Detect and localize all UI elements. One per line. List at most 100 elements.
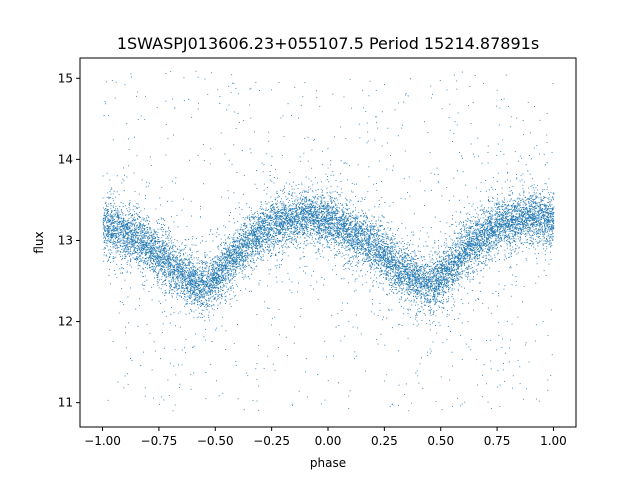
data-point bbox=[112, 220, 113, 222]
data-point bbox=[442, 275, 444, 277]
data-point bbox=[272, 234, 274, 236]
data-point bbox=[108, 237, 110, 239]
data-point bbox=[439, 282, 441, 284]
data-point bbox=[374, 241, 376, 243]
data-point bbox=[121, 223, 123, 225]
data-point bbox=[466, 232, 468, 234]
data-point bbox=[371, 266, 373, 268]
data-point bbox=[239, 239, 240, 241]
data-point bbox=[494, 223, 496, 225]
data-point bbox=[130, 247, 132, 248]
data-point bbox=[295, 214, 297, 216]
data-point bbox=[506, 219, 508, 220]
data-point bbox=[172, 258, 174, 260]
data-point bbox=[163, 248, 164, 249]
data-point bbox=[487, 252, 489, 253]
data-point bbox=[444, 256, 446, 257]
data-point bbox=[428, 295, 430, 297]
data-point bbox=[112, 216, 113, 218]
data-point bbox=[212, 276, 214, 278]
data-point bbox=[531, 197, 533, 199]
data-point bbox=[177, 259, 179, 261]
data-point bbox=[105, 226, 107, 227]
data-point bbox=[165, 274, 167, 275]
data-point bbox=[131, 76, 132, 78]
data-point bbox=[346, 249, 348, 251]
data-point bbox=[486, 233, 488, 235]
data-point bbox=[364, 196, 366, 198]
data-point bbox=[306, 396, 308, 398]
data-point bbox=[254, 228, 255, 230]
data-point bbox=[105, 202, 107, 204]
data-point bbox=[434, 300, 436, 302]
data-point bbox=[295, 219, 296, 220]
data-point bbox=[527, 232, 529, 234]
data-point bbox=[467, 217, 469, 219]
data-point bbox=[529, 132, 531, 134]
data-point bbox=[185, 252, 187, 254]
data-point bbox=[351, 234, 353, 236]
data-point bbox=[243, 229, 245, 231]
data-point bbox=[476, 237, 478, 239]
data-point bbox=[213, 287, 215, 289]
data-point bbox=[334, 242, 335, 244]
data-point bbox=[258, 254, 260, 256]
data-point bbox=[385, 258, 386, 260]
data-point bbox=[443, 308, 445, 309]
data-point bbox=[303, 270, 304, 272]
data-point bbox=[241, 264, 243, 266]
data-point bbox=[194, 289, 196, 291]
data-point bbox=[333, 247, 335, 249]
data-point bbox=[177, 226, 179, 228]
data-point bbox=[407, 259, 408, 261]
data-point bbox=[253, 218, 255, 220]
data-point bbox=[496, 349, 498, 351]
data-point bbox=[419, 266, 421, 268]
data-point bbox=[334, 238, 335, 240]
data-point bbox=[516, 174, 517, 175]
data-point bbox=[375, 244, 376, 246]
data-point bbox=[189, 284, 191, 286]
data-point bbox=[140, 253, 142, 255]
data-point bbox=[370, 243, 372, 245]
data-point bbox=[370, 231, 372, 233]
data-point bbox=[473, 271, 475, 273]
data-point bbox=[437, 272, 439, 274]
data-point bbox=[130, 235, 132, 237]
data-point bbox=[371, 228, 373, 230]
data-point bbox=[291, 281, 293, 283]
data-point bbox=[125, 238, 127, 239]
data-point bbox=[172, 249, 174, 251]
data-point bbox=[412, 259, 414, 260]
data-point bbox=[286, 199, 288, 200]
data-point bbox=[534, 203, 536, 205]
data-point bbox=[117, 251, 119, 253]
data-point bbox=[484, 220, 486, 222]
data-point bbox=[237, 245, 239, 247]
data-point bbox=[437, 261, 439, 263]
data-point bbox=[204, 256, 206, 258]
data-point bbox=[159, 245, 161, 247]
data-point bbox=[475, 232, 477, 234]
data-point bbox=[430, 311, 431, 313]
data-point bbox=[340, 225, 342, 227]
data-point bbox=[282, 244, 284, 246]
data-point bbox=[374, 246, 376, 247]
data-point bbox=[315, 212, 317, 214]
data-point bbox=[527, 217, 529, 219]
data-point bbox=[106, 172, 108, 174]
data-point bbox=[158, 264, 160, 266]
data-point bbox=[109, 191, 111, 192]
data-point bbox=[326, 179, 328, 180]
data-point bbox=[538, 223, 540, 225]
data-point bbox=[341, 234, 342, 235]
data-point bbox=[176, 294, 178, 296]
data-point bbox=[371, 234, 373, 236]
data-point bbox=[435, 261, 436, 263]
data-point bbox=[229, 250, 231, 252]
data-point bbox=[277, 241, 279, 243]
data-point bbox=[258, 214, 259, 216]
data-point bbox=[277, 217, 278, 219]
data-point bbox=[253, 230, 254, 232]
data-point bbox=[127, 234, 128, 236]
